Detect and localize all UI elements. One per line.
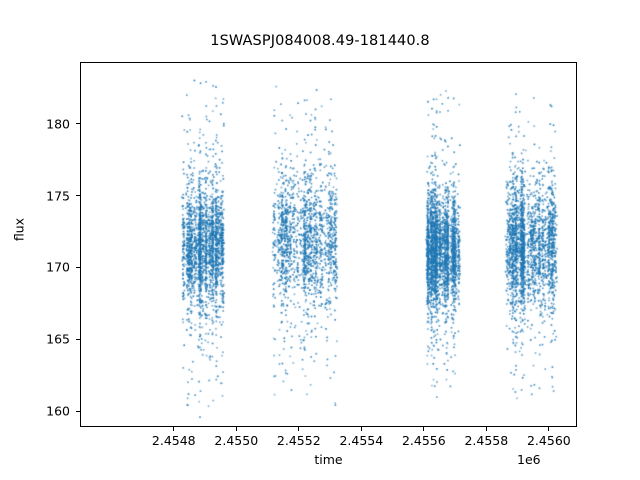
x-tick-mark xyxy=(298,427,300,431)
x-tick-label: 2.4552 xyxy=(276,433,321,448)
x-tick-label: 2.4558 xyxy=(464,433,509,448)
plot-axes-area xyxy=(80,62,577,427)
y-tick-label: 160 xyxy=(46,403,70,419)
x-tick-mark xyxy=(173,427,175,431)
y-tick-label: 170 xyxy=(46,259,70,275)
x-axis-label: time xyxy=(314,452,343,467)
y-tick-mark xyxy=(76,410,80,412)
y-tick-label: 175 xyxy=(46,188,70,204)
x-tick-mark xyxy=(548,427,550,431)
chart-title: 1SWASPJ084008.49-181440.8 xyxy=(210,33,430,49)
x-tick-label: 2.4550 xyxy=(214,433,259,448)
x-tick-mark xyxy=(235,427,237,431)
y-tick-mark xyxy=(76,338,80,340)
x-axis-offset-text: 1e6 xyxy=(517,452,541,467)
y-axis-label: flux xyxy=(11,217,27,242)
y-tick-mark xyxy=(76,195,80,197)
x-tick-label: 2.4554 xyxy=(339,433,384,448)
scatter-points-layer xyxy=(81,63,576,426)
x-tick-mark xyxy=(485,427,487,431)
x-tick-label: 2.4556 xyxy=(401,433,446,448)
y-tick-mark xyxy=(76,123,80,125)
x-tick-mark xyxy=(423,427,425,431)
x-tick-mark xyxy=(360,427,362,431)
y-tick-mark xyxy=(76,266,80,269)
x-tick-label: 2.4548 xyxy=(151,433,196,448)
x-tick-label: 2.4560 xyxy=(526,433,571,448)
y-tick-label: 165 xyxy=(46,331,70,347)
y-tick-label: 180 xyxy=(46,116,70,132)
